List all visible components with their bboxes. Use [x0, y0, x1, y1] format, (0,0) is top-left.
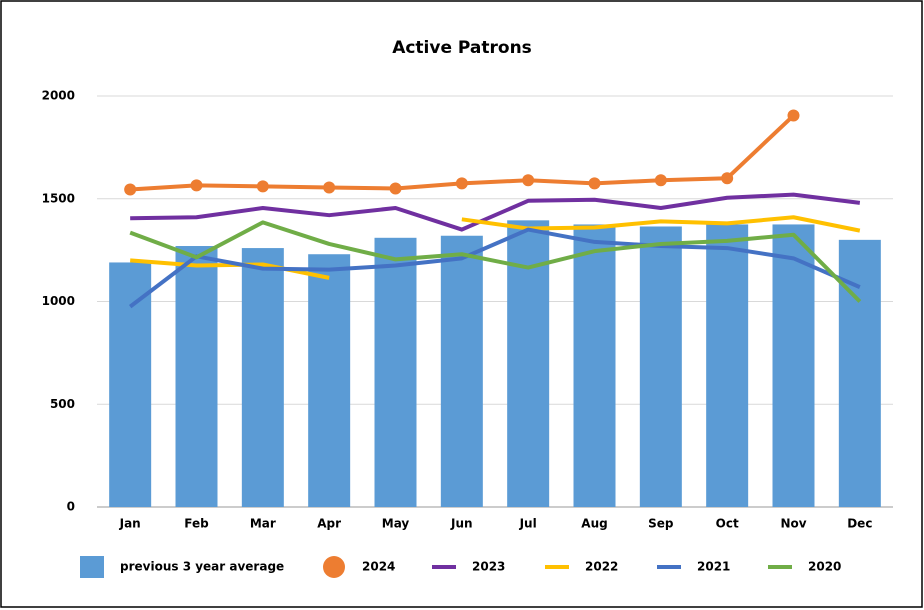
bar: [772, 224, 815, 507]
marker: [654, 174, 667, 187]
y-tick-label: 2000: [42, 89, 75, 103]
legend-label: 2022: [585, 560, 618, 574]
y-tick-label: 0: [67, 500, 75, 514]
line: [129, 220, 862, 303]
x-tick-label: Mar: [250, 517, 276, 531]
legend-label: previous 3 year average: [120, 560, 284, 574]
legend-swatch: [80, 556, 104, 578]
legend-label: 2024: [362, 560, 395, 574]
marker: [787, 109, 800, 122]
marker: [588, 177, 601, 190]
marker: [721, 172, 734, 185]
legend-label: 2021: [697, 560, 730, 574]
bar: [440, 235, 483, 508]
bar: [374, 237, 417, 508]
y-tick-label: 1500: [42, 191, 75, 205]
x-tick-label: Nov: [780, 517, 806, 531]
x-tick-label: Jul: [519, 517, 537, 531]
bar: [175, 246, 218, 507]
x-tick-label: May: [382, 517, 410, 531]
marker: [190, 179, 203, 192]
x-tick-label: Jan: [119, 517, 141, 531]
bar: [573, 224, 616, 507]
marker: [455, 177, 468, 190]
x-tick-label: Feb: [184, 517, 209, 531]
bar: [706, 224, 749, 507]
legend-label: 2023: [472, 560, 505, 574]
line: [130, 192, 861, 232]
y-tick-label: 1000: [42, 294, 75, 308]
x-tick-label: Oct: [716, 517, 739, 531]
x-tick-label: Apr: [317, 517, 341, 531]
marker: [256, 180, 269, 193]
y-tick-label: 500: [50, 397, 75, 411]
legend-swatch: [323, 556, 345, 578]
chart-title: Active Patrons: [392, 38, 532, 58]
bar: [639, 226, 682, 507]
marker: [124, 183, 137, 196]
bar: [838, 239, 881, 507]
marker: [389, 182, 402, 195]
x-tick-label: Aug: [581, 517, 607, 531]
legend-label: 2020: [808, 560, 841, 574]
x-tick-label: Sep: [648, 517, 674, 531]
bar: [109, 262, 152, 507]
x-tick-label: Dec: [847, 517, 872, 531]
bar: [308, 254, 351, 507]
x-tick-label: Jun: [450, 517, 473, 531]
marker: [323, 181, 336, 194]
marker: [522, 174, 535, 187]
bar: [241, 248, 284, 507]
line: [128, 227, 861, 309]
